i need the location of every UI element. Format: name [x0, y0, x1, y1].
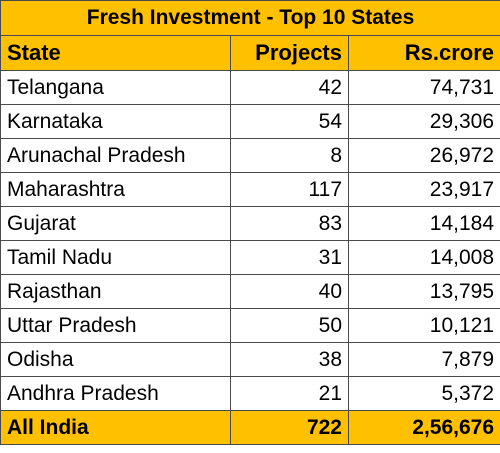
column-header-state: State: [0, 35, 231, 71]
amount-cell: 74,731: [347, 70, 500, 105]
amount-cell: 13,795: [347, 274, 500, 309]
state-cell: Maharashtra: [0, 172, 231, 207]
total-projects-cell: 722: [230, 410, 349, 445]
projects-cell: 117: [230, 172, 349, 207]
table-row: Andhra Pradesh 21 5,372: [0, 376, 500, 411]
table-row: Karnataka 54 29,306: [0, 104, 500, 139]
state-cell: Odisha: [0, 342, 231, 377]
amount-cell: 29,306: [347, 104, 500, 139]
table-row: Odisha 38 7,879: [0, 342, 500, 377]
column-header-amount: Rs.crore: [347, 35, 500, 71]
projects-cell: 83: [230, 206, 349, 241]
amount-cell: 7,879: [347, 342, 500, 377]
state-cell: Uttar Pradesh: [0, 308, 231, 343]
table-row: Tamil Nadu 31 14,008: [0, 240, 500, 275]
state-cell: Tamil Nadu: [0, 240, 231, 275]
projects-cell: 42: [230, 70, 349, 105]
projects-cell: 50: [230, 308, 349, 343]
amount-cell: 23,917: [347, 172, 500, 207]
column-header-projects: Projects: [230, 35, 349, 71]
table-row: Uttar Pradesh 50 10,121: [0, 308, 500, 343]
total-amount-cell: 2,56,676: [347, 410, 500, 445]
title-row: Fresh Investment - Top 10 States: [0, 0, 500, 36]
state-cell: Rajasthan: [0, 274, 231, 309]
projects-cell: 40: [230, 274, 349, 309]
state-cell: Telangana: [0, 70, 231, 105]
projects-cell: 38: [230, 342, 349, 377]
amount-cell: 26,972: [347, 138, 500, 173]
table-row: Telangana 42 74,731: [0, 70, 500, 105]
amount-cell: 14,008: [347, 240, 500, 275]
projects-cell: 31: [230, 240, 349, 275]
table-row: Arunachal Pradesh 8 26,972: [0, 138, 500, 173]
amount-cell: 10,121: [347, 308, 500, 343]
total-row: All India 722 2,56,676: [0, 410, 500, 445]
table-row: Maharashtra 117 23,917: [0, 172, 500, 207]
state-cell: Andhra Pradesh: [0, 376, 231, 411]
projects-cell: 8: [230, 138, 349, 173]
table-row: Gujarat 83 14,184: [0, 206, 500, 241]
state-cell: Arunachal Pradesh: [0, 138, 231, 173]
table-row: Rajasthan 40 13,795: [0, 274, 500, 309]
amount-cell: 14,184: [347, 206, 500, 241]
projects-cell: 21: [230, 376, 349, 411]
table-title: Fresh Investment - Top 10 States: [0, 0, 500, 36]
projects-cell: 54: [230, 104, 349, 139]
state-cell: Gujarat: [0, 206, 231, 241]
header-row: State Projects Rs.crore: [0, 35, 500, 71]
amount-cell: 5,372: [347, 376, 500, 411]
state-cell: Karnataka: [0, 104, 231, 139]
total-label-cell: All India: [0, 410, 231, 445]
